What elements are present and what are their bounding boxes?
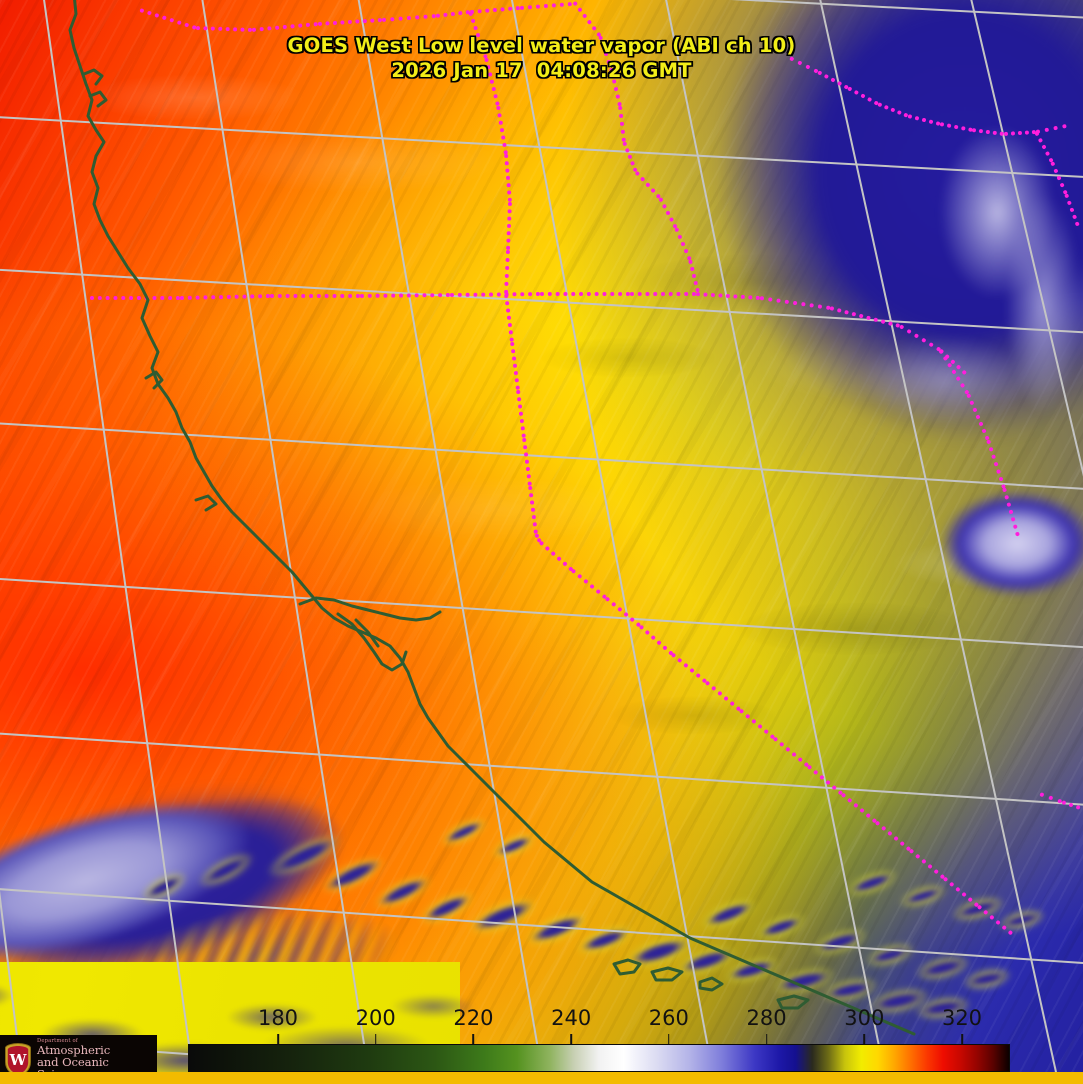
logo-name-line-1: Atmospheric — [37, 1043, 111, 1058]
colorbar-tick-300 — [863, 1034, 866, 1044]
border-segment — [630, 292, 696, 296]
colorbar-label-300: 300 — [844, 1006, 885, 1030]
border-segment — [540, 292, 630, 296]
colorbar-label-220: 220 — [453, 1006, 494, 1030]
colorbar-tick-320 — [961, 1034, 963, 1044]
colorbar-tick-200 — [374, 1034, 377, 1044]
colorbar-tick-labels: 180 200 220 240 260 280 300 320 — [188, 1006, 1010, 1032]
border-segment — [90, 296, 180, 300]
colorbar-tick-240 — [570, 1034, 572, 1044]
image-bottom-margin — [0, 1072, 1083, 1084]
colorbar-label-240: 240 — [551, 1006, 592, 1030]
colorbar-tick-marks — [188, 1034, 1010, 1044]
uw-crest-icon: W — [3, 1042, 33, 1078]
svg-text:W: W — [9, 1051, 28, 1069]
colorbar-tick-180 — [277, 1034, 279, 1044]
colorbar-tick-280 — [765, 1034, 768, 1044]
colorbar-tick-220 — [472, 1034, 475, 1044]
colorbar-tick-260 — [668, 1034, 670, 1044]
colorbar-label-280: 280 — [746, 1006, 787, 1030]
colorbar — [188, 1044, 1010, 1072]
colorbar-label-260: 260 — [648, 1006, 689, 1030]
border-segment — [270, 294, 360, 298]
colorbar-label-180: 180 — [257, 1006, 299, 1030]
colorbar-gradient — [189, 1045, 1009, 1071]
colorbar-label-200: 200 — [355, 1006, 396, 1030]
colorbar-label-320: 320 — [941, 1006, 983, 1030]
logo-dept-prefix: Department of — [37, 1037, 78, 1044]
